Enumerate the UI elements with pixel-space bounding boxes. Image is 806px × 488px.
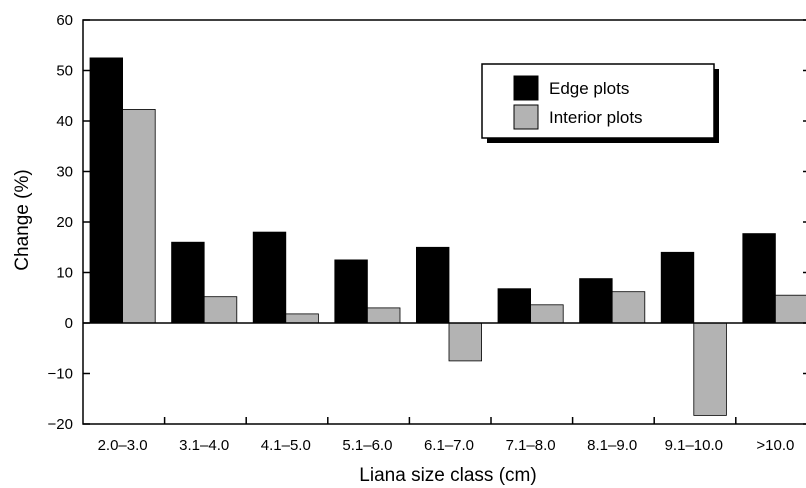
- y-tick-label: −10: [48, 366, 73, 383]
- bar-interior-3: [366, 307, 401, 324]
- y-tick-label: 20: [56, 214, 73, 231]
- bar-edge-7: [660, 251, 695, 324]
- ticks-layer: 2.0–3.0 3.1–4.0 4.1–5.0 5.1–6.0 6.1–7.0 7.1–8…: [48, 12, 806, 454]
- y-tick-label: 60: [56, 12, 73, 29]
- bar-edge-0: [89, 57, 123, 324]
- bar-edge-1: [171, 241, 205, 324]
- legend-label-edge: Edge plots: [549, 79, 629, 98]
- y-tick-label: 10: [56, 265, 73, 282]
- x-tick-label: 5.1–6.0: [342, 437, 392, 454]
- bar-interior-8: [775, 294, 806, 324]
- bar-interior-1: [203, 296, 238, 324]
- x-tick-label: 2.0–3.0: [98, 437, 148, 454]
- bar-edge-4: [415, 246, 450, 324]
- legend-label-interior: Interior plots: [549, 108, 643, 127]
- x-tick-label: 3.1–4.0: [179, 437, 229, 454]
- bar-interior-0: [122, 109, 156, 324]
- legend-swatch-interior: [513, 104, 539, 130]
- bar-interior-6: [611, 291, 646, 324]
- y-axis-title: Change (%): [12, 169, 33, 270]
- x-tick-label: 6.1–7.0: [424, 437, 474, 454]
- y-tick-label: −20: [48, 416, 73, 433]
- bar-edge-3: [334, 259, 368, 324]
- bar-interior-2: [285, 313, 319, 324]
- x-tick-label: 7.1–8.0: [506, 437, 556, 454]
- x-axis-title: Liana size class (cm): [359, 465, 536, 486]
- x-tick-label: 9.1–10.0: [665, 437, 723, 454]
- bar-edge-6: [579, 278, 613, 324]
- bar-edge-2: [252, 231, 287, 324]
- bar-interior-7: [693, 322, 727, 416]
- x-tick-label: 4.1–5.0: [261, 437, 311, 454]
- y-tick-label: 50: [56, 63, 73, 80]
- y-tick-label: 0: [65, 315, 73, 332]
- x-tick-label: >10.0: [756, 437, 794, 454]
- y-tick-label: 40: [56, 113, 73, 130]
- bar-interior-5: [530, 304, 564, 324]
- bars-layer: [89, 57, 806, 416]
- bar-edge-5: [497, 288, 531, 324]
- y-tick-label: 30: [56, 164, 73, 181]
- bar-edge-8: [742, 233, 776, 324]
- x-tick-label: 8.1–9.0: [587, 437, 637, 454]
- legend-swatch-edge: [513, 75, 539, 101]
- bar-interior-4: [448, 322, 482, 362]
- legend: Edge plots Interior plots: [481, 63, 719, 143]
